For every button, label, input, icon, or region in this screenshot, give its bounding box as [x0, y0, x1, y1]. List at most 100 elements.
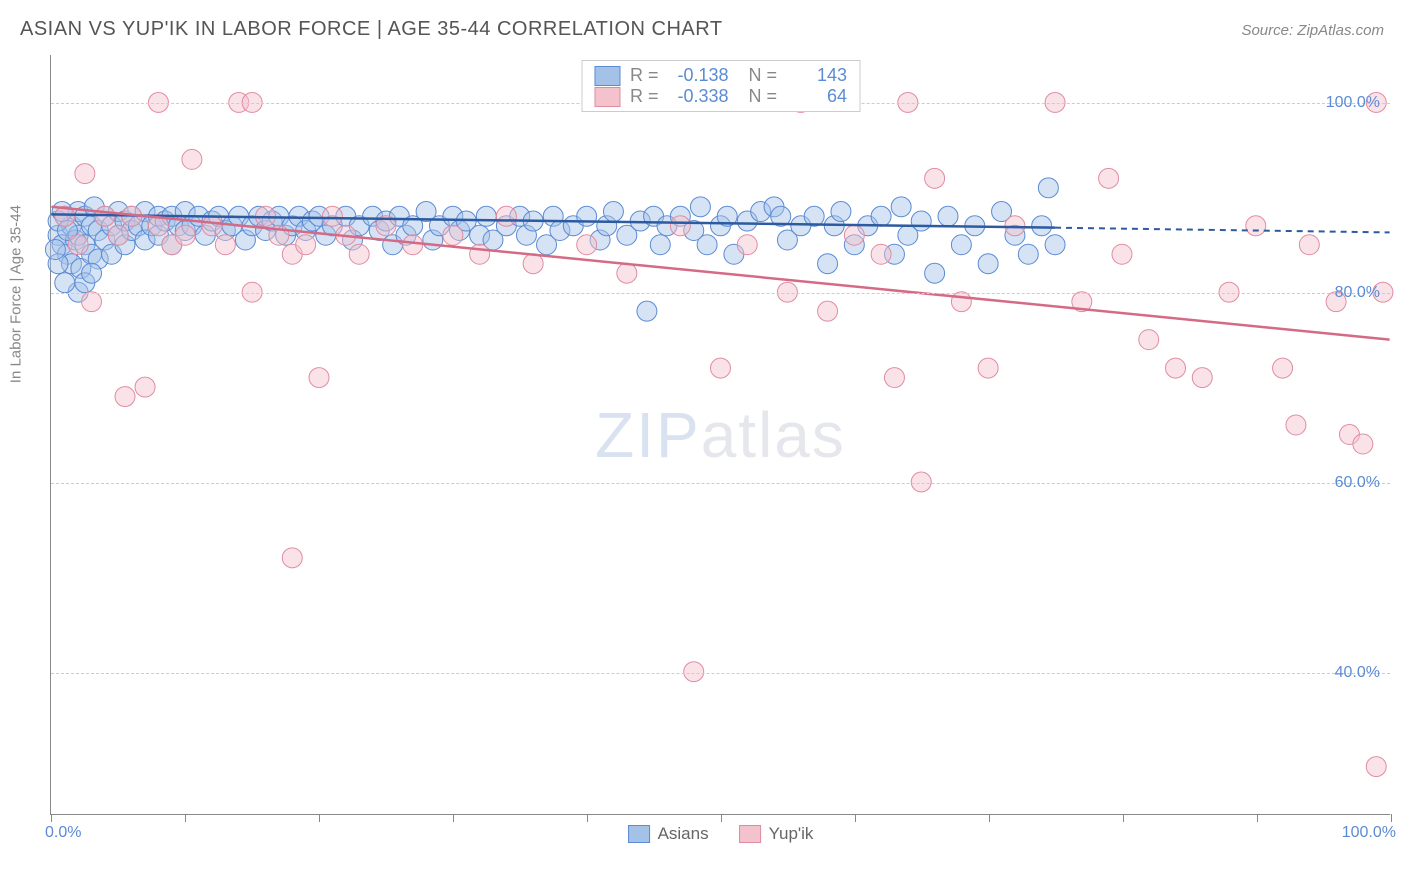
- x-tick: [1257, 814, 1258, 822]
- data-point: [45, 240, 65, 260]
- data-point: [215, 235, 235, 255]
- gridline: [51, 673, 1390, 674]
- data-point: [108, 225, 128, 245]
- data-point: [82, 263, 102, 283]
- data-point: [603, 202, 623, 222]
- legend-swatch: [739, 825, 761, 843]
- y-axis-title: In Labor Force | Age 35-44: [8, 205, 25, 383]
- data-point: [1038, 178, 1058, 198]
- x-tick: [989, 814, 990, 822]
- data-point: [1045, 235, 1065, 255]
- data-point: [978, 358, 998, 378]
- data-point: [68, 235, 88, 255]
- data-point: [951, 292, 971, 312]
- data-point: [818, 254, 838, 274]
- gridline: [51, 483, 1390, 484]
- x-tick: [185, 814, 186, 822]
- x-tick: [453, 814, 454, 822]
- legend-n-value: 143: [787, 65, 847, 86]
- legend-label: Yup'ik: [769, 824, 814, 844]
- data-point: [1353, 434, 1373, 454]
- data-point: [296, 235, 316, 255]
- data-point: [670, 216, 690, 236]
- y-tick-label: 40.0%: [1335, 664, 1380, 682]
- x-tick: [1123, 814, 1124, 822]
- data-point: [182, 149, 202, 169]
- data-point: [1018, 244, 1038, 264]
- data-point: [202, 216, 222, 236]
- y-tick-label: 100.0%: [1326, 94, 1380, 112]
- plot-svg: [51, 55, 1390, 814]
- data-point: [871, 244, 891, 264]
- data-point: [925, 263, 945, 283]
- data-point: [577, 235, 597, 255]
- data-point: [951, 235, 971, 255]
- data-point: [82, 292, 102, 312]
- data-point: [1192, 368, 1212, 388]
- data-point: [871, 206, 891, 226]
- data-point: [443, 225, 463, 245]
- chart-title: ASIAN VS YUP'IK IN LABOR FORCE | AGE 35-…: [20, 18, 723, 41]
- data-point: [175, 225, 195, 245]
- data-point: [831, 202, 851, 222]
- data-point: [737, 235, 757, 255]
- x-tick: [855, 814, 856, 822]
- data-point: [1139, 330, 1159, 350]
- data-point: [577, 206, 597, 226]
- data-point: [1032, 216, 1052, 236]
- data-point: [844, 225, 864, 245]
- data-point: [523, 254, 543, 274]
- x-tick: [51, 814, 52, 822]
- data-point: [282, 548, 302, 568]
- data-point: [135, 377, 155, 397]
- data-point: [925, 168, 945, 188]
- data-point: [911, 211, 931, 231]
- data-point: [470, 244, 490, 264]
- data-point: [1366, 757, 1386, 777]
- data-point: [309, 368, 329, 388]
- data-point: [697, 235, 717, 255]
- x-label-min: 0.0%: [45, 824, 81, 842]
- x-label-max: 100.0%: [1342, 824, 1396, 842]
- legend-label: Asians: [658, 824, 709, 844]
- x-tick: [319, 814, 320, 822]
- data-point: [891, 197, 911, 217]
- chart-area: ZIPatlas R = -0.138 N = 143 R = -0.338 N…: [50, 55, 1390, 815]
- legend-r-value: -0.338: [669, 86, 729, 107]
- data-point: [617, 263, 637, 283]
- data-point: [1273, 358, 1293, 378]
- legend-r-label: R =: [630, 86, 659, 107]
- data-point: [1246, 216, 1266, 236]
- data-point: [496, 206, 516, 226]
- data-point: [55, 273, 75, 293]
- data-point: [637, 301, 657, 321]
- data-point: [1005, 216, 1025, 236]
- legend-series: Asians Yup'ik: [628, 824, 814, 844]
- x-tick: [721, 814, 722, 822]
- legend-row: R = -0.138 N = 143: [594, 65, 847, 86]
- data-point: [75, 164, 95, 184]
- gridline: [51, 293, 1390, 294]
- legend-r-label: R =: [630, 65, 659, 86]
- legend-item: Asians: [628, 824, 709, 844]
- y-tick-label: 80.0%: [1335, 284, 1380, 302]
- data-point: [349, 244, 369, 264]
- legend-row: R = -0.338 N = 64: [594, 86, 847, 107]
- legend-n-label: N =: [739, 65, 778, 86]
- data-point: [690, 197, 710, 217]
- y-tick-label: 60.0%: [1335, 474, 1380, 492]
- legend-swatch: [628, 825, 650, 843]
- data-point: [818, 301, 838, 321]
- data-point: [1166, 358, 1186, 378]
- data-point: [938, 206, 958, 226]
- legend-r-value: -0.138: [669, 65, 729, 86]
- legend-swatch: [594, 87, 620, 107]
- source-label: Source: ZipAtlas.com: [1241, 22, 1384, 39]
- legend-n-label: N =: [739, 86, 778, 107]
- x-tick: [587, 814, 588, 822]
- legend-swatch: [594, 66, 620, 86]
- data-point: [1286, 415, 1306, 435]
- data-point: [884, 368, 904, 388]
- trend-line-dashed: [1055, 228, 1390, 233]
- data-point: [322, 206, 342, 226]
